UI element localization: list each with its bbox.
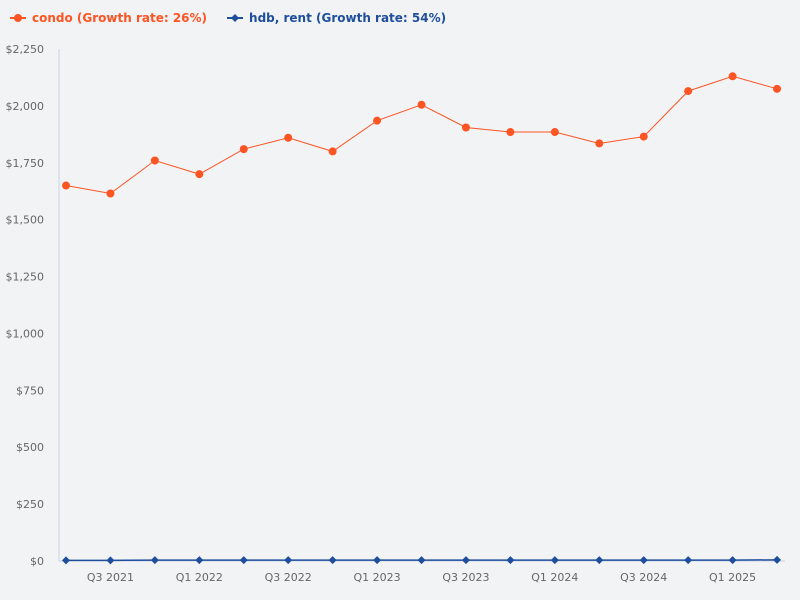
chart-legend: condo (Growth rate: 26%) hdb, rent (Grow… <box>10 8 446 28</box>
y-tick-label: $250 <box>16 498 44 511</box>
data-point[interactable] <box>150 556 159 565</box>
legend-item-hdb[interactable]: hdb, rent (Growth rate: 54%) <box>227 11 446 25</box>
data-point[interactable] <box>106 189 115 198</box>
x-tick-label: Q3 2022 <box>265 571 312 584</box>
series-condo <box>62 72 782 198</box>
data-point[interactable] <box>684 87 693 96</box>
series-layer <box>62 72 782 565</box>
data-point[interactable] <box>550 556 559 565</box>
y-tick-label: $2,000 <box>6 100 45 113</box>
series-hdb <box>62 555 782 565</box>
y-tick-label: $1,250 <box>6 271 45 284</box>
data-point[interactable] <box>684 556 693 565</box>
data-point[interactable] <box>417 100 426 109</box>
data-point[interactable] <box>328 147 337 156</box>
data-point[interactable] <box>62 556 70 565</box>
data-point[interactable] <box>195 556 204 565</box>
data-point[interactable] <box>728 72 737 81</box>
y-tick-label: $1,750 <box>6 157 45 170</box>
data-point[interactable] <box>239 556 248 565</box>
data-point[interactable] <box>195 170 204 179</box>
legend-label-hdb: hdb, rent (Growth rate: 54%) <box>249 11 447 25</box>
x-tick-label: Q1 2022 <box>176 571 223 584</box>
data-point[interactable] <box>550 128 559 137</box>
diamond-marker-icon <box>227 14 244 22</box>
data-point[interactable] <box>284 556 293 565</box>
x-tick-label: Q3 2021 <box>87 571 134 584</box>
data-point[interactable] <box>773 84 782 93</box>
data-point[interactable] <box>284 133 293 142</box>
data-point[interactable] <box>461 123 470 132</box>
data-point[interactable] <box>639 132 648 141</box>
data-point[interactable] <box>239 145 248 154</box>
y-tick-label: $1,000 <box>6 327 45 340</box>
data-point[interactable] <box>728 556 737 565</box>
x-tick-label: Q3 2024 <box>620 571 667 584</box>
x-axis: Q3 2021 Q1 2022 Q3 2022 Q1 2023 Q3 2023 Q1 20… <box>59 560 785 584</box>
data-point[interactable] <box>773 555 782 564</box>
data-point[interactable] <box>595 556 604 565</box>
y-tick-label: $0 <box>30 555 44 568</box>
x-tick-label: Q1 2023 <box>354 571 401 584</box>
circle-marker-icon <box>10 14 26 22</box>
legend-label-condo: condo (Growth rate: 26%) <box>32 11 208 25</box>
x-tick-label: Q1 2024 <box>531 571 578 584</box>
data-point[interactable] <box>639 556 648 565</box>
data-point[interactable] <box>373 556 382 565</box>
data-point[interactable] <box>506 128 515 137</box>
data-point[interactable] <box>62 181 70 190</box>
data-point[interactable] <box>506 556 515 565</box>
y-tick-label: $500 <box>16 441 44 454</box>
data-point[interactable] <box>595 139 604 148</box>
y-tick-label: $750 <box>16 384 44 397</box>
y-tick-label: $2,250 <box>6 43 45 56</box>
y-tick-label: $1,500 <box>6 214 45 227</box>
data-point[interactable] <box>373 116 382 125</box>
data-point[interactable] <box>461 556 470 565</box>
data-point[interactable] <box>417 556 426 565</box>
x-tick-label: Q1 2025 <box>709 571 756 584</box>
data-point[interactable] <box>150 156 159 165</box>
legend-item-condo[interactable]: condo (Growth rate: 26%) <box>10 11 207 25</box>
data-point[interactable] <box>106 556 115 565</box>
x-tick-label: Q3 2023 <box>442 571 489 584</box>
data-point[interactable] <box>328 556 337 565</box>
y-axis: $0 $250 $500 $750 $1,000 $1,250 $1,500 $1,750 $2… <box>6 43 60 568</box>
